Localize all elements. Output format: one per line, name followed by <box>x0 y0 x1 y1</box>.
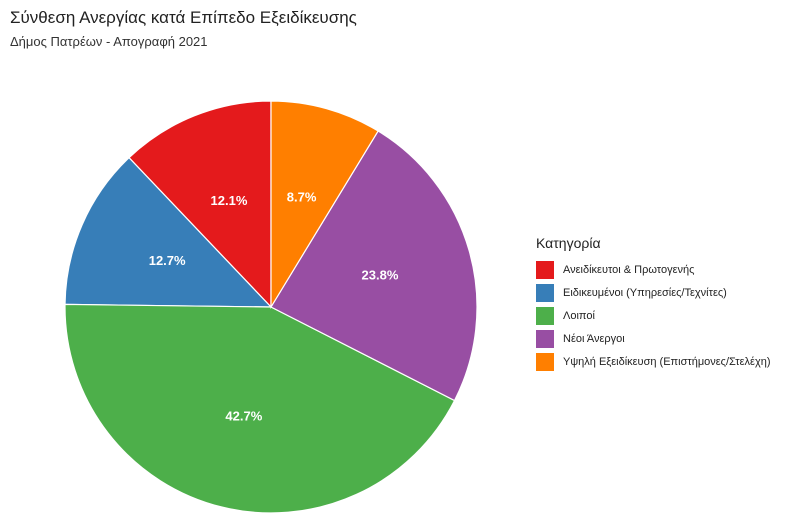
pie-slice-labels: 12.1% 12.7% 42.7% 23.8% 8.7% <box>149 189 399 423</box>
pie-slice-1 <box>128 100 272 309</box>
legend-title: Κατηγορία <box>536 235 601 251</box>
slice-label-5: 8.7% <box>287 189 317 204</box>
legend-label: Λοιποί <box>563 309 595 322</box>
slice-label-2: 12.7% <box>149 253 186 268</box>
legend-items: Ανειδίκευτοι & Πρωτογενής Ειδικευμένοι (Υ… <box>536 258 771 373</box>
slice-label-3: 42.7% <box>225 408 262 423</box>
legend-swatch <box>536 283 554 302</box>
pie-slice-4 <box>270 130 478 402</box>
legend-swatch <box>536 260 554 279</box>
slice-label-1: 12.1% <box>211 193 248 208</box>
legend-label: Υψηλή Εξειδίκευση (Επιστήμονες/Στελέχη) <box>563 355 771 368</box>
pie-slices <box>64 100 478 514</box>
legend: Κατηγορία Ανειδίκευτοι & Πρωτογενής Ειδικ… <box>536 235 771 373</box>
pie-slice-3 <box>64 303 456 514</box>
legend-label: Νέοι Άνεργοι <box>563 332 625 345</box>
slice-label-4: 23.8% <box>362 268 399 283</box>
legend-item-4: Νέοι Άνεργοι <box>536 327 771 350</box>
legend-swatch <box>536 306 554 325</box>
legend-item-3: Λοιποί <box>536 304 771 327</box>
legend-swatch <box>536 352 554 371</box>
legend-item-1: Ανειδίκευτοι & Πρωτογενής <box>536 258 771 281</box>
pie-slice-5 <box>270 100 379 310</box>
legend-swatch <box>536 329 554 348</box>
legend-item-5: Υψηλή Εξειδίκευση (Επιστήμονες/Στελέχη) <box>536 350 771 373</box>
legend-label: Ανειδίκευτοι & Πρωτογενής <box>563 263 695 276</box>
pie-slice-2 <box>64 156 273 308</box>
chart-title: Σύνθεση Ανεργίας κατά Επίπεδο Εξειδίκευσ… <box>10 8 357 27</box>
legend-label: Ειδικευμένοι (Υπηρεσίες/Τεχνίτες) <box>563 286 727 299</box>
legend-item-2: Ειδικευμένοι (Υπηρεσίες/Τεχνίτες) <box>536 281 771 304</box>
chart-subtitle: Δήμος Πατρέων - Απογραφή 2021 <box>10 34 208 49</box>
